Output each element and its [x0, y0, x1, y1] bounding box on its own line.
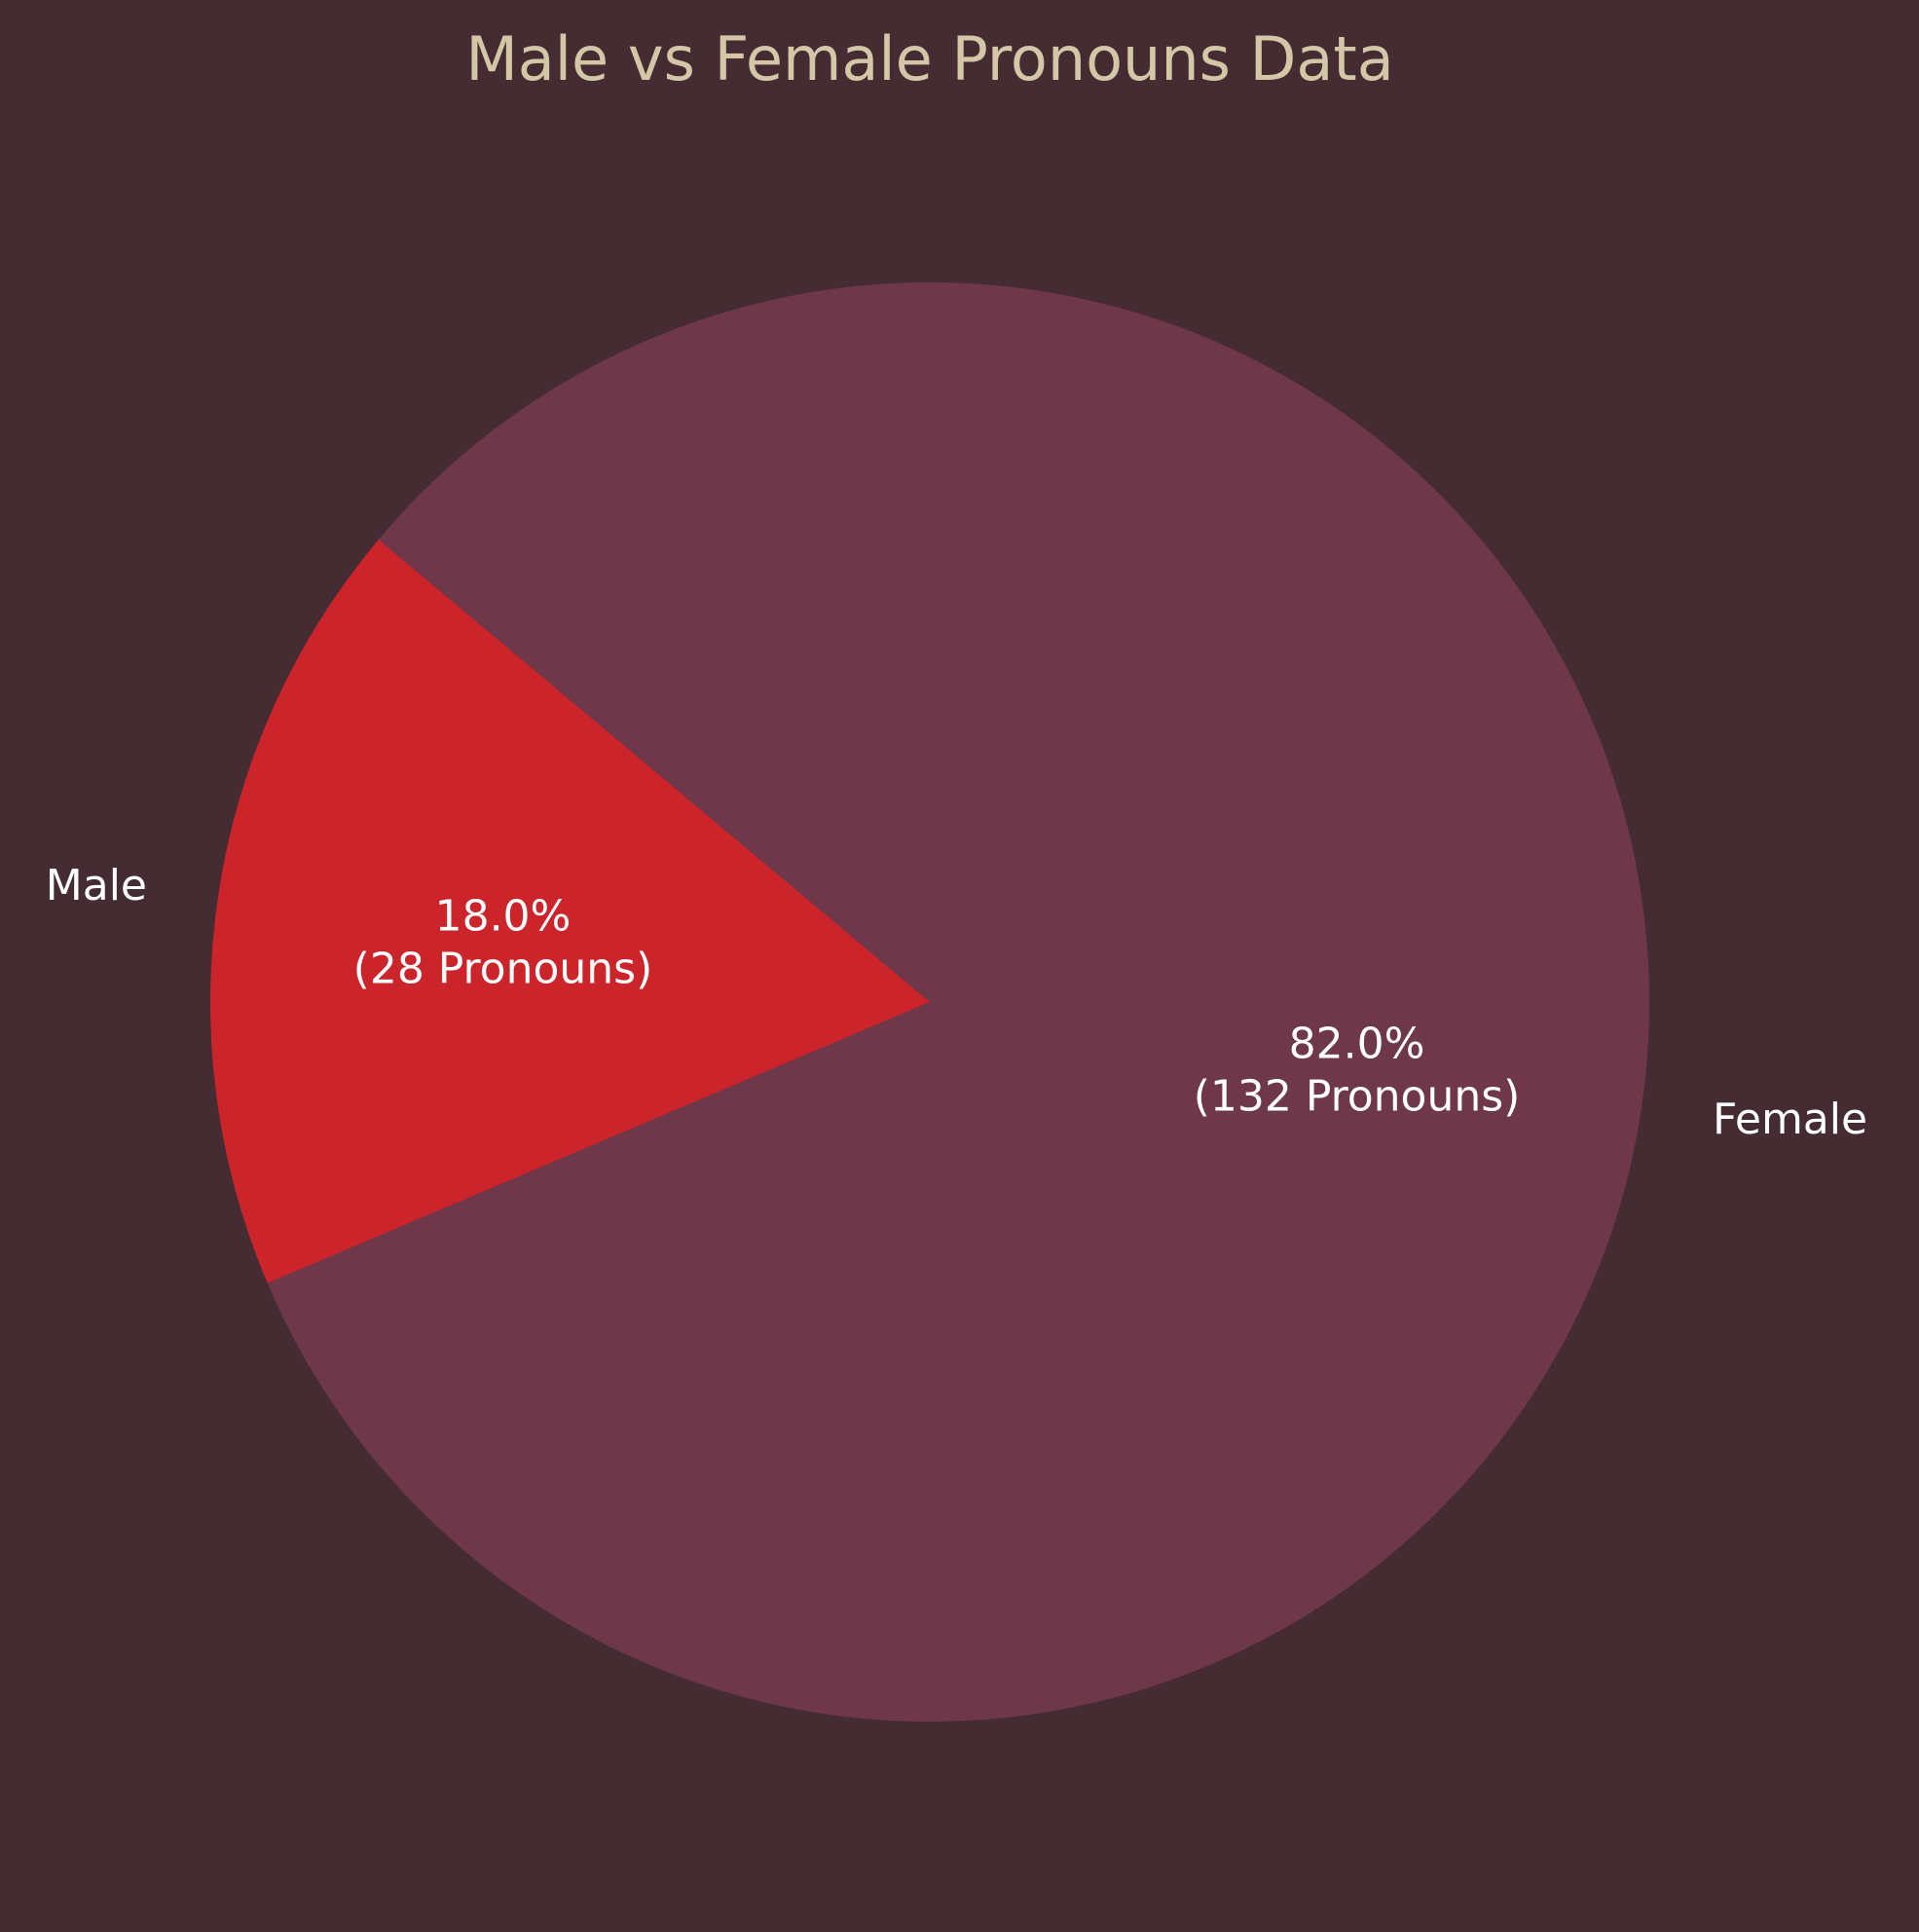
percent-label-female: 82.0%	[1289, 1020, 1425, 1069]
pie-slices	[210, 281, 1650, 1722]
pie-labels: Male 18.0%(28 Pronouns) Female 82.0%(132 Pr…	[46, 861, 1867, 1144]
count-label-male: (28 Pronouns)	[353, 944, 653, 993]
percent-label-male: 18.0%	[435, 891, 572, 941]
chart-title: Male vs Female Pronouns Data	[465, 23, 1393, 94]
slice-label-male: Male	[46, 861, 147, 910]
count-label-female: (132 Pronouns)	[1194, 1072, 1521, 1122]
pie-slice-male	[210, 539, 931, 1283]
pie-slice-female	[267, 281, 1650, 1722]
slice-label-female: Female	[1713, 1095, 1867, 1144]
